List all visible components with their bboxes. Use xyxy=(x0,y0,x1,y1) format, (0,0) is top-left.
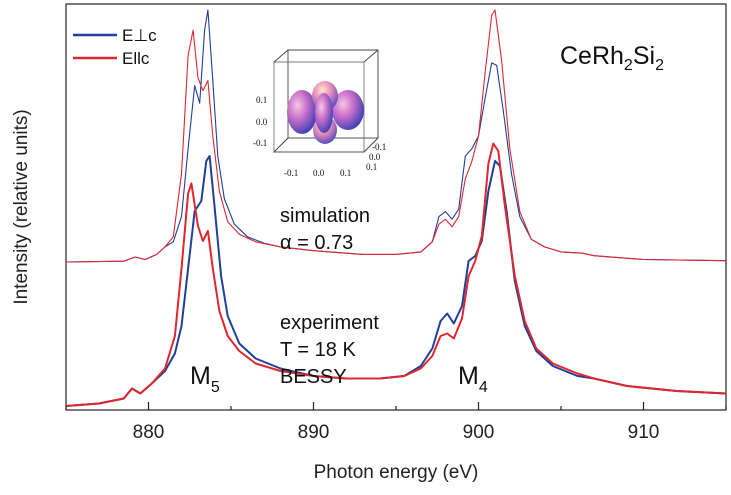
simulation-label: simulation xyxy=(280,205,370,227)
series-simulation-perp xyxy=(65,9,727,263)
series-simulation-para xyxy=(65,9,727,263)
inset-tick-right-3: 0.1 xyxy=(366,162,377,172)
compound-label: CeRh2Si2 xyxy=(560,42,664,74)
x-axis-title: Photon energy (eV) xyxy=(314,462,479,483)
x-tick-label: 880 xyxy=(133,422,165,443)
series-experiment-para xyxy=(65,142,727,407)
orbital-shape xyxy=(287,81,364,144)
series-layer xyxy=(65,9,727,407)
facility-label: BESSY xyxy=(280,366,347,388)
legend-label-perp: E⊥c xyxy=(122,26,157,45)
orbital-inset: 0.1 0.0 -0.1 -0.1 0.0 0.1 -0.1 0.0 0.1 xyxy=(253,49,386,178)
legend-label-para: Ellc xyxy=(122,49,150,68)
inset-tick-left-2: 0.0 xyxy=(256,117,268,127)
m4-edge-label: M4 xyxy=(458,362,488,396)
legend: E⊥c Ellc xyxy=(73,26,157,68)
x-tick-label: 890 xyxy=(298,422,330,443)
inset-tick-left-3: -0.1 xyxy=(253,138,267,148)
m5-edge-label: M5 xyxy=(190,362,220,396)
inset-tick-right-1: -0.1 xyxy=(372,142,386,152)
x-tick-label: 900 xyxy=(463,422,495,443)
temperature-label: T = 18 K xyxy=(280,339,356,361)
inset-tick-right-2: 0.0 xyxy=(369,152,381,162)
experiment-label: experiment xyxy=(280,312,379,334)
y-axis-title: Intensity (relative units) xyxy=(11,109,32,304)
inset-tick-left-1: 0.1 xyxy=(256,95,267,105)
alpha-label: α = 0.73 xyxy=(280,232,353,254)
inset-box xyxy=(272,49,380,153)
x-ticks: 880 890 900 910 xyxy=(65,402,727,443)
inset-tick-bottom-1: -0.1 xyxy=(284,168,298,178)
inset-tick-bottom-2: 0.0 xyxy=(313,168,325,178)
inset-tick-bottom-3: 0.1 xyxy=(340,168,351,178)
x-tick-label: 910 xyxy=(628,422,660,443)
